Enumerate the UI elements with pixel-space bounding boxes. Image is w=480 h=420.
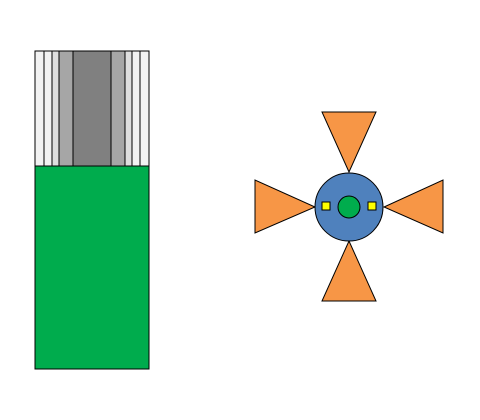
blade-top [321, 111, 377, 174]
rotor-icon [254, 111, 444, 302]
marker-right [367, 201, 377, 211]
marker-left [321, 201, 331, 211]
stripe-left-2 [43, 50, 53, 167]
column-stripes [34, 50, 150, 167]
stripe-left-3 [51, 50, 60, 167]
rotor-core [337, 195, 361, 219]
stripe-center [72, 50, 112, 167]
column-green-fill [34, 165, 150, 370]
stripe-outer-right [139, 50, 150, 167]
stripe-right-3 [124, 50, 133, 167]
stripe-left-4 [58, 50, 74, 167]
blade-bottom [321, 239, 377, 302]
striped-column [34, 50, 150, 370]
blade-left [254, 179, 317, 234]
stripe-right-2 [131, 50, 141, 167]
blade-right [382, 179, 444, 234]
stripe-outer-left [34, 50, 45, 167]
stripe-right-4 [110, 50, 126, 167]
